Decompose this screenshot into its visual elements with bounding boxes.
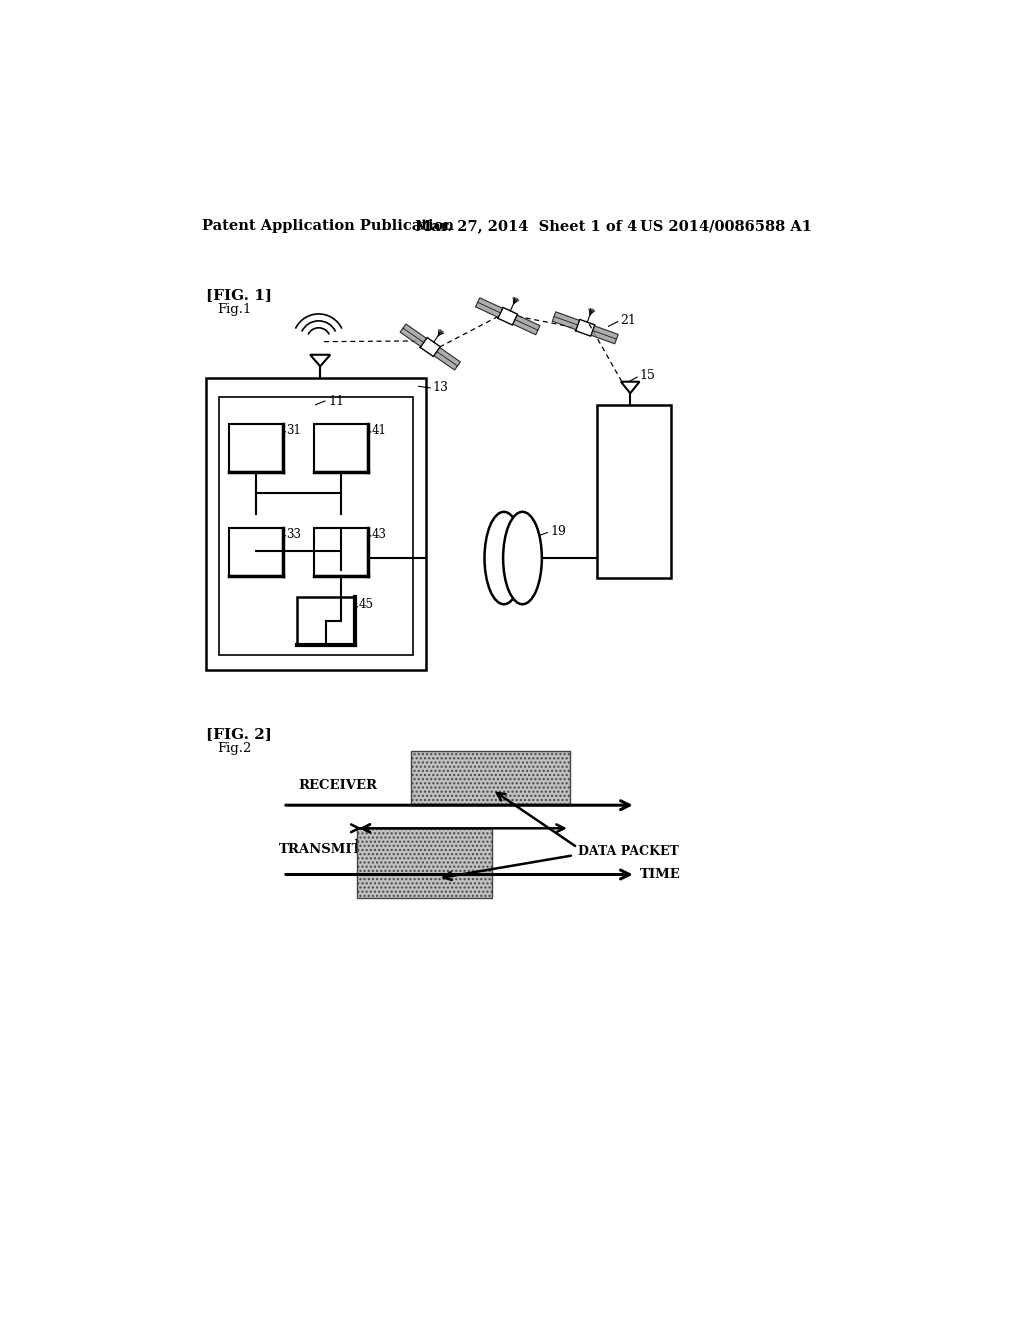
Text: 45: 45 <box>358 598 373 611</box>
Polygon shape <box>591 326 618 343</box>
Text: RECEIVER: RECEIVER <box>299 779 378 792</box>
Bar <box>597 405 671 578</box>
Text: Patent Application Publication: Patent Application Publication <box>202 219 454 234</box>
Polygon shape <box>434 347 461 370</box>
Text: US 2014/0086588 A1: US 2014/0086588 A1 <box>640 219 811 234</box>
Text: 31: 31 <box>286 424 301 437</box>
Text: Fig.2: Fig.2 <box>217 742 252 755</box>
Polygon shape <box>310 355 331 367</box>
Text: 19: 19 <box>550 524 566 537</box>
Text: TRANSMITTER: TRANSMITTER <box>280 843 393 857</box>
Polygon shape <box>475 298 503 317</box>
Text: 41: 41 <box>372 424 386 437</box>
Ellipse shape <box>503 512 542 605</box>
Text: DATA PACKET: DATA PACKET <box>578 845 678 858</box>
Text: [FIG. 1]: [FIG. 1] <box>206 289 271 302</box>
Polygon shape <box>621 381 640 393</box>
Text: 43: 43 <box>372 528 386 541</box>
Ellipse shape <box>484 512 523 605</box>
Bar <box>297 597 355 645</box>
FancyBboxPatch shape <box>206 378 426 671</box>
Text: Fig.1: Fig.1 <box>217 302 252 315</box>
Text: 13: 13 <box>432 381 449 395</box>
Text: Mar. 27, 2014  Sheet 1 of 4: Mar. 27, 2014 Sheet 1 of 4 <box>415 219 637 234</box>
Bar <box>356 829 493 898</box>
Bar <box>228 528 283 576</box>
Text: $t_L$: $t_L$ <box>353 834 368 854</box>
Text: TIME: TIME <box>640 869 680 880</box>
Bar <box>411 751 569 805</box>
Text: [FIG. 2]: [FIG. 2] <box>206 727 271 742</box>
Polygon shape <box>400 323 427 347</box>
Bar <box>314 528 369 576</box>
Polygon shape <box>513 315 540 335</box>
Bar <box>314 424 369 471</box>
Bar <box>228 424 283 471</box>
Text: 21: 21 <box>621 314 636 326</box>
Text: 15: 15 <box>640 370 655 381</box>
Polygon shape <box>552 312 580 330</box>
Text: 33: 33 <box>286 528 301 541</box>
Bar <box>219 397 414 655</box>
Text: $t_D$: $t_D$ <box>455 834 472 854</box>
Text: $\mathregular{11}$: $\mathregular{11}$ <box>328 393 344 408</box>
